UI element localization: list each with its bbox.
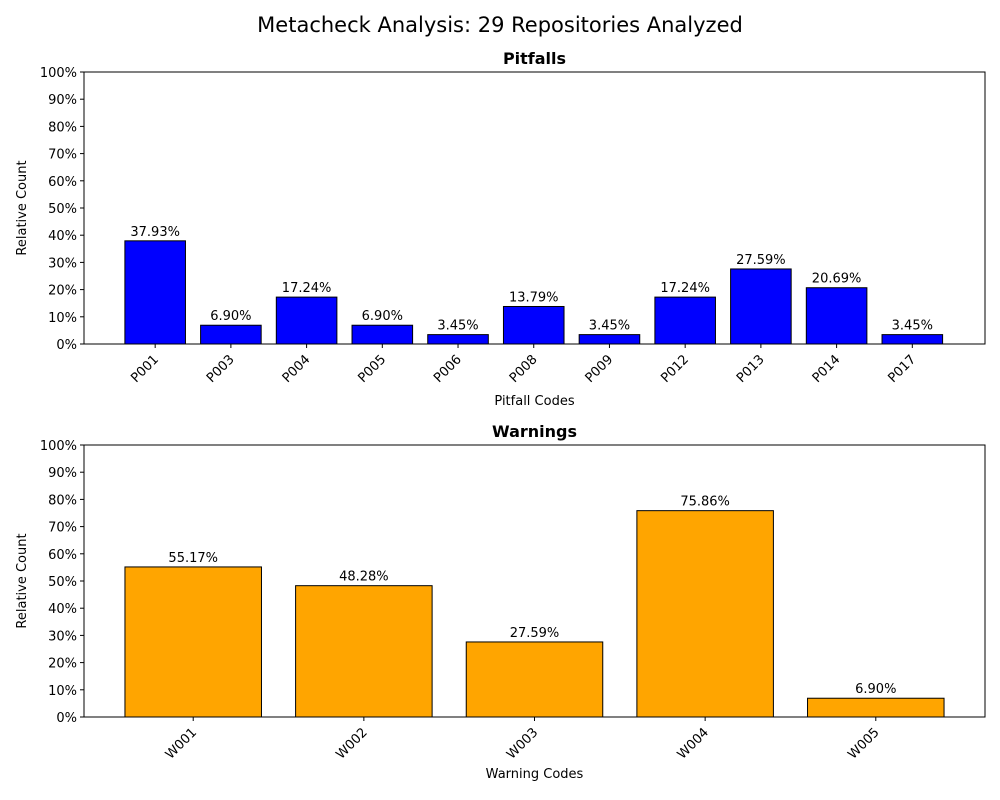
- bar-P004: [275, 296, 338, 345]
- chart-0: Pitfalls 37.93% P001 6.90% P003 17.24% P004 6.9…: [15, 49, 986, 409]
- x-tick-label: W004: [675, 725, 712, 762]
- y-tick-label: 10%: [48, 684, 77, 699]
- bar-P001: [124, 240, 186, 345]
- data-label: 75.86%: [680, 495, 730, 510]
- x-tick-label: P012: [658, 352, 692, 386]
- y-axis-label: Relative Count: [15, 533, 30, 628]
- y-axis-label: Relative Count: [15, 160, 30, 255]
- y-tick-label: 80%: [48, 120, 77, 135]
- bar-W005: [807, 697, 945, 718]
- y-tick-label: 100%: [40, 439, 77, 454]
- data-label: 20.69%: [812, 272, 862, 287]
- y-tick-label: 50%: [48, 202, 77, 217]
- x-tick-label: P005: [355, 352, 389, 386]
- x-tick-label: P006: [431, 352, 465, 386]
- x-axis-label: Warning Codes: [486, 767, 584, 782]
- bar-P014: [805, 287, 868, 345]
- x-tick-label: P001: [128, 352, 162, 386]
- bar-W003: [465, 641, 604, 718]
- y-tick-label: 0%: [56, 711, 77, 726]
- bar-P003: [200, 324, 262, 345]
- x-tick-label: W003: [504, 725, 541, 762]
- y-tick-label: 20%: [48, 284, 77, 299]
- y-tick-label: 80%: [48, 493, 77, 508]
- data-label: 3.45%: [437, 319, 478, 334]
- axes-frame: [83, 71, 986, 345]
- x-tick-label: W002: [333, 725, 370, 762]
- y-tick-label: 40%: [48, 229, 77, 244]
- x-tick-label: P003: [204, 352, 238, 386]
- data-label: 13.79%: [509, 290, 559, 305]
- x-tick-label: P008: [507, 352, 541, 386]
- data-label: 3.45%: [589, 319, 630, 334]
- y-tick-label: 70%: [48, 148, 77, 163]
- bar-P017: [881, 334, 944, 345]
- data-label: 17.24%: [282, 281, 332, 296]
- bar-P013: [730, 268, 792, 345]
- x-tick-label: P009: [583, 352, 617, 386]
- y-tick-label: 30%: [48, 256, 77, 271]
- axes-frame: [83, 444, 986, 718]
- y-tick-label: 60%: [48, 175, 77, 190]
- y-tick-label: 100%: [40, 66, 77, 81]
- x-tick-label: W001: [163, 725, 200, 762]
- data-label: 27.59%: [736, 253, 786, 268]
- y-tick-label: 60%: [48, 548, 77, 563]
- bar-W002: [295, 585, 433, 718]
- y-tick-label: 90%: [48, 466, 77, 481]
- y-tick-label: 50%: [48, 575, 77, 590]
- bar-P006: [427, 334, 489, 345]
- y-tick-label: 0%: [56, 338, 77, 353]
- figure-title: Metacheck Analysis: 29 Repositories Anal…: [257, 13, 743, 37]
- bar-P012: [654, 296, 716, 345]
- x-tick-label: P004: [280, 352, 314, 386]
- y-tick-label: 10%: [48, 311, 77, 326]
- chart-title: Pitfalls: [503, 49, 566, 68]
- bar-W004: [636, 510, 774, 718]
- y-tick-label: 30%: [48, 629, 77, 644]
- data-label: 55.17%: [168, 551, 218, 566]
- bar-W001: [124, 566, 262, 718]
- y-tick-label: 90%: [48, 93, 77, 108]
- x-axis-label: Pitfall Codes: [494, 394, 574, 409]
- data-label: 6.90%: [362, 309, 403, 324]
- y-tick-label: 20%: [48, 657, 77, 672]
- x-tick-label: P014: [810, 352, 844, 386]
- bar-P009: [578, 334, 641, 345]
- data-label: 6.90%: [210, 309, 251, 324]
- data-label: 6.90%: [855, 682, 896, 697]
- x-tick-label: P017: [885, 352, 919, 386]
- x-tick-label: W005: [845, 725, 882, 762]
- y-tick-label: 40%: [48, 602, 77, 617]
- data-label: 37.93%: [130, 225, 180, 240]
- chart-title: Warnings: [492, 422, 577, 441]
- chart-1: Warnings 55.17% W001 48.28% W002 27.59% W003 75…: [15, 422, 986, 782]
- y-tick-label: 70%: [48, 521, 77, 536]
- data-label: 17.24%: [660, 281, 710, 296]
- data-label: 3.45%: [892, 319, 933, 334]
- x-tick-label: P013: [734, 352, 768, 386]
- data-label: 48.28%: [339, 570, 389, 585]
- data-label: 27.59%: [510, 626, 560, 641]
- bar-P008: [502, 305, 565, 345]
- bar-P005: [351, 324, 414, 345]
